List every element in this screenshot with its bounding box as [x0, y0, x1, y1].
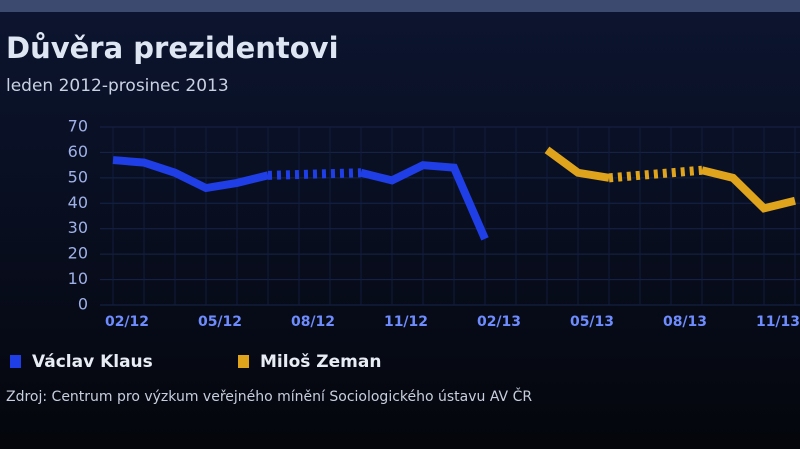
legend-swatch: [10, 355, 21, 368]
y-tick-label: 10: [68, 269, 88, 288]
gap-bridge: [267, 168, 362, 180]
x-tick-label: 08/13: [663, 314, 707, 330]
source: Zdroj: Centrum pro výzkum veřejného míně…: [6, 387, 532, 405]
legend-label: Václav Klaus: [32, 352, 153, 372]
x-tick-label: 11/13: [756, 314, 800, 330]
x-tick-label: 08/12: [291, 314, 335, 330]
chart-subtitle: leden 2012-prosinec 2013: [6, 76, 229, 96]
chart-title: Důvěra prezidentovi: [6, 31, 339, 65]
x-tick-label: 05/13: [570, 314, 614, 330]
gap-bridge: [608, 165, 703, 183]
series-line: [701, 166, 796, 213]
y-tick-label: 0: [78, 295, 88, 314]
x-tick-label: 11/12: [384, 314, 428, 330]
y-tick-label: 70: [68, 117, 88, 136]
top-strip: [0, 0, 800, 12]
y-tick-label: 20: [68, 244, 88, 263]
y-tick-label: 40: [68, 193, 88, 212]
series-line: [544, 146, 610, 182]
y-tick-label: 30: [68, 218, 88, 237]
x-tick-label: 02/12: [105, 314, 149, 330]
y-tick-label: 50: [68, 167, 88, 186]
series-line: [360, 161, 489, 241]
x-tick-label: 02/13: [477, 314, 521, 330]
series-line: [112, 156, 269, 193]
legend-label: Miloš Zeman: [260, 352, 381, 372]
x-tick-label: 05/12: [198, 314, 242, 330]
legend-swatch: [238, 355, 249, 368]
y-tick-label: 60: [68, 142, 88, 161]
